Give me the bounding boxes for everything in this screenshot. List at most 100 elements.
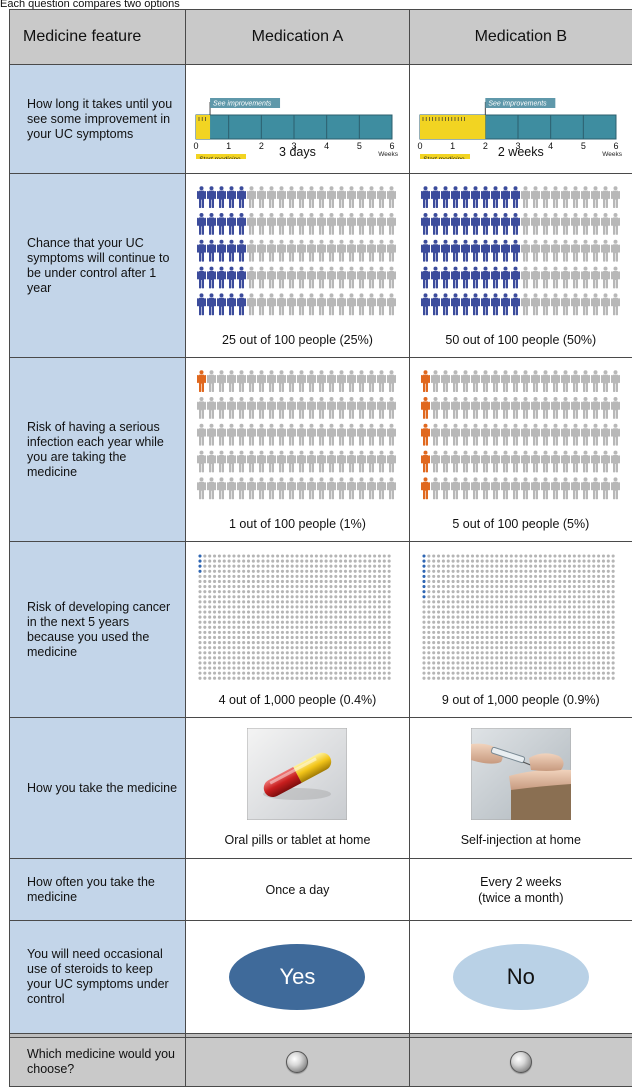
- person-icon: [267, 370, 276, 392]
- person-dot: [262, 661, 265, 664]
- person-dot: [315, 560, 318, 563]
- person-dot: [276, 641, 279, 644]
- control-cell-a: 25 out of 100 people (25%): [186, 174, 409, 358]
- person-dot: [519, 565, 522, 568]
- person-dot: [466, 672, 469, 675]
- person-dot: [485, 595, 488, 598]
- person-dot: [509, 672, 512, 675]
- person-dot: [301, 666, 304, 669]
- person-dot: [373, 646, 376, 649]
- person-dot: [543, 621, 546, 624]
- person-dot: [339, 610, 342, 613]
- person-dot: [538, 672, 541, 675]
- row-symptom-control: Chance that your UC symptoms will contin…: [10, 174, 632, 358]
- person-dot: [359, 600, 362, 603]
- person-icon: [287, 370, 296, 392]
- row-label-how: How you take the medicine: [10, 718, 186, 859]
- person-icon: [541, 186, 550, 208]
- person-dot: [451, 656, 454, 659]
- person-dot: [320, 610, 323, 613]
- person-dot: [233, 554, 236, 557]
- person-dot: [441, 672, 444, 675]
- person-dot: [373, 590, 376, 593]
- person-dot: [388, 651, 391, 654]
- person-dot: [563, 570, 566, 573]
- person-dot: [524, 590, 527, 593]
- person-icon: [237, 451, 246, 473]
- person-dot: [301, 570, 304, 573]
- person-dot: [213, 661, 216, 664]
- person-dot: [466, 570, 469, 573]
- person-dot: [471, 554, 474, 557]
- person-dot: [204, 570, 207, 573]
- person-dot: [543, 656, 546, 659]
- person-icon: [297, 424, 306, 446]
- person-dot: [364, 651, 367, 654]
- person-icon: [581, 397, 590, 419]
- person-dot: [461, 641, 464, 644]
- person-dot: [233, 565, 236, 568]
- person-dot: [553, 580, 556, 583]
- person-icon: [347, 213, 356, 235]
- person-icon: [207, 397, 216, 419]
- person-dot: [276, 626, 279, 629]
- person-dot: [213, 560, 216, 563]
- person-dot: [427, 672, 430, 675]
- choose-medication-a-radio[interactable]: [286, 1051, 308, 1073]
- time-caption-b: 2 weeks: [410, 145, 632, 159]
- person-dot: [509, 636, 512, 639]
- steroids-cell-a: Yes: [186, 921, 409, 1034]
- person-dot: [310, 605, 313, 608]
- person-icon: [611, 424, 620, 446]
- person-dot: [529, 585, 532, 588]
- person-dot: [354, 575, 357, 578]
- person-dot: [524, 661, 527, 664]
- person-dot: [339, 616, 342, 619]
- person-icon: [327, 451, 336, 473]
- person-dot: [291, 651, 294, 654]
- person-dot: [238, 575, 241, 578]
- person-icon: [197, 213, 206, 235]
- person-icon: [277, 477, 286, 499]
- person-dot: [373, 666, 376, 669]
- person-dot: [432, 575, 435, 578]
- person-icon: [541, 477, 550, 499]
- choose-medication-b-radio[interactable]: [510, 1051, 532, 1073]
- header-row: Medicine feature Medication A Medication…: [10, 10, 632, 65]
- person-dot: [529, 656, 532, 659]
- person-dot: [305, 616, 308, 619]
- person-dot: [606, 672, 609, 675]
- person-dot: [543, 651, 546, 654]
- person-dot: [233, 595, 236, 598]
- person-icon: [277, 293, 286, 315]
- person-dot: [359, 585, 362, 588]
- person-dot: [597, 651, 600, 654]
- often-value-b-line1: Every 2 weeks: [410, 874, 632, 890]
- person-dot: [199, 580, 202, 583]
- person-icon: [531, 397, 540, 419]
- person-dot: [437, 600, 440, 603]
- person-dot: [204, 560, 207, 563]
- person-dot: [505, 641, 508, 644]
- person-icon: [307, 451, 316, 473]
- person-dot: [456, 565, 459, 568]
- person-dot: [388, 656, 391, 659]
- person-dot: [582, 610, 585, 613]
- person-dot: [509, 661, 512, 664]
- person-dot: [383, 570, 386, 573]
- person-dot: [238, 641, 241, 644]
- person-dot: [228, 590, 231, 593]
- no-oval: No: [453, 944, 589, 1010]
- person-dot: [597, 585, 600, 588]
- person-dot: [354, 554, 357, 557]
- person-dot: [446, 631, 449, 634]
- person-dot: [344, 626, 347, 629]
- person-dot: [242, 585, 245, 588]
- person-dot: [378, 580, 381, 583]
- person-dot: [500, 672, 503, 675]
- person-dot: [388, 672, 391, 675]
- person-dot: [267, 605, 270, 608]
- person-dot: [388, 575, 391, 578]
- person-icon: [297, 213, 306, 235]
- person-dot: [271, 626, 274, 629]
